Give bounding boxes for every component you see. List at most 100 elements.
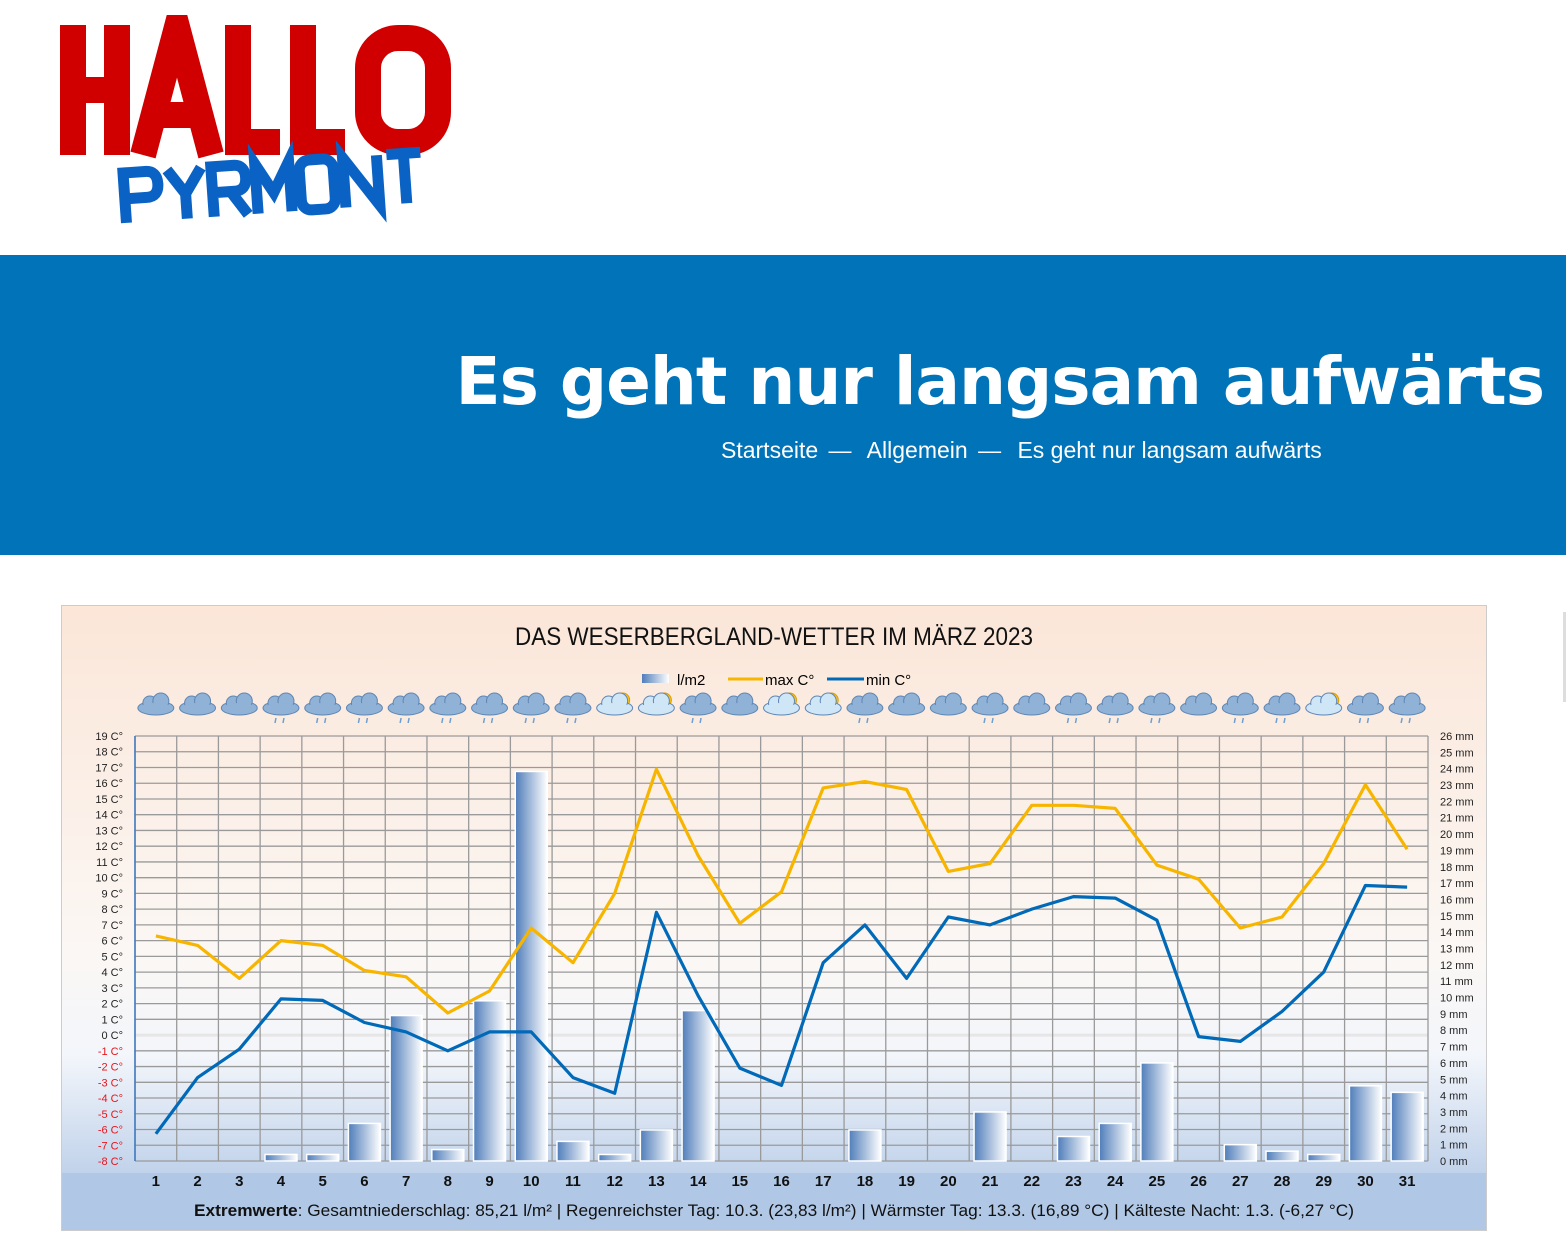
legend-label-max: max C° (765, 672, 814, 689)
precip-bar (973, 1111, 1007, 1162)
y-right-tick-label: 23 mm (1440, 780, 1474, 792)
x-tick-label: 9 (485, 1173, 493, 1190)
y-left-tick-label: 0 C° (101, 1030, 123, 1042)
x-tick-label: 23 (1065, 1173, 1082, 1190)
x-tick-label: 25 (1149, 1173, 1166, 1190)
x-tick-label: 2 (193, 1173, 201, 1190)
y-left-tick-label: 19 C° (95, 731, 123, 743)
precip-bar (472, 1000, 507, 1162)
x-tick-label: 24 (1107, 1173, 1124, 1190)
y-left-tick-label: 4 C° (101, 967, 123, 979)
raindrop-shape (1108, 717, 1111, 724)
y-right-tick-label: 10 mm (1440, 993, 1474, 1005)
x-tick-label: 17 (815, 1173, 832, 1190)
y-left-tick-label: -4 C° (98, 1093, 123, 1105)
cloud-icon (721, 692, 759, 716)
raindrop-shape (365, 717, 369, 724)
rain-icon (387, 692, 425, 724)
x-tick-label: 26 (1190, 1173, 1207, 1190)
raindrop-shape (1366, 717, 1370, 724)
y-right-tick-label: 8 mm (1440, 1025, 1468, 1037)
breadcrumb-separator: — (978, 437, 1002, 463)
x-tick-label: 4 (277, 1173, 286, 1190)
raindrop-shape (399, 717, 402, 724)
precip-bar (1348, 1085, 1383, 1162)
rain-icon (679, 692, 717, 724)
legend-label-min: min C° (866, 672, 911, 689)
sun-cloud-icon (596, 692, 634, 716)
raindrop-shape (490, 717, 494, 724)
precip-bar (848, 1129, 882, 1162)
raindrop-shape (482, 717, 486, 724)
raindrop-shape (449, 717, 452, 724)
raindrop-shape (699, 717, 702, 724)
cloud-shape (1099, 703, 1132, 713)
cloud-shape (974, 703, 1007, 713)
x-tick-label: 15 (731, 1173, 748, 1190)
raindrop-shape (858, 717, 861, 724)
y-right-tick-label: 13 mm (1440, 944, 1474, 956)
cloud-shape (1266, 703, 1299, 713)
rain-icon (846, 692, 884, 724)
x-tick-label: 28 (1274, 1173, 1291, 1190)
sun-cloud-icon (637, 692, 675, 716)
precip-bar (1265, 1150, 1299, 1162)
cloud-icon (1013, 692, 1051, 716)
cloud-icon (137, 692, 175, 716)
raindrop-shape (1116, 717, 1119, 724)
y-right-tick-label: 17 mm (1440, 878, 1474, 890)
chart-legend: l/m2 max C° min C° (642, 672, 911, 689)
raindrop-shape (983, 717, 986, 724)
x-tick-label: 7 (402, 1173, 410, 1190)
precip-bar (1223, 1143, 1258, 1162)
y-left-tick-label: 13 C° (95, 825, 123, 837)
breadcrumb-home-link[interactable]: Startseite (721, 437, 819, 463)
y-left-tick-label: -2 C° (98, 1062, 123, 1074)
legend-label-precip: l/m2 (677, 672, 705, 689)
cloud-icon (888, 692, 926, 716)
raindrop-shape (1233, 717, 1237, 724)
rain-icon (1346, 692, 1384, 724)
y-left-tick-label: 15 C° (95, 794, 123, 806)
cloud-shape (1140, 703, 1173, 713)
raindrop-shape (574, 717, 577, 724)
cloud-icon (1180, 692, 1218, 716)
x-tick-label: 5 (319, 1173, 327, 1190)
raindrop-shape (1275, 717, 1278, 724)
precip-bar (1140, 1062, 1174, 1162)
cloud-shape (1182, 703, 1215, 713)
precip-bar (681, 1009, 715, 1162)
cloud-shape (431, 703, 464, 713)
y-right-tick-label: 15 mm (1440, 911, 1474, 923)
logo-pyrmont-lettering (117, 140, 421, 224)
y-right-tick-label: 3 mm (1440, 1107, 1468, 1119)
x-tick-label: 11 (565, 1173, 581, 1190)
y-right-tick-label: 1 mm (1440, 1140, 1468, 1152)
y-left-tick-label: 12 C° (95, 841, 123, 853)
cloud-shape (1391, 703, 1424, 713)
precip-bar (639, 1129, 674, 1162)
raindrop-shape (315, 717, 319, 724)
y-right-tick-label: 9 mm (1440, 1009, 1468, 1021)
y-left-tick-label: -3 C° (98, 1077, 123, 1089)
precip-bar (305, 1153, 340, 1162)
rain-icon (1138, 692, 1176, 724)
y-left-tick-label: 2 C° (101, 999, 123, 1011)
raindrop-shape (524, 717, 527, 724)
cloud-shape (807, 703, 840, 713)
raindrop-shape (1358, 717, 1362, 724)
rain-icon (345, 692, 383, 724)
breadcrumb-category-link[interactable]: Allgemein (866, 437, 968, 463)
y-right-tick-label: 16 mm (1440, 894, 1474, 906)
sun-cloud-icon (1305, 692, 1343, 716)
y-left-tick-label: 17 C° (95, 762, 123, 774)
hallo-pyrmont-logo[interactable] (55, 15, 475, 225)
sun-cloud-icon (763, 692, 800, 716)
x-tick-label: 31 (1399, 1173, 1416, 1190)
raindrop-shape (1158, 717, 1161, 724)
rain-icon (471, 692, 509, 724)
chart-title: DAS WESERBERGLAND-WETTER IM MÄRZ 2023 (515, 623, 1033, 651)
x-tick-label: 14 (690, 1173, 707, 1190)
page-title: Es geht nur langsam aufwärts (455, 343, 1545, 420)
cloud-shape (223, 703, 256, 713)
